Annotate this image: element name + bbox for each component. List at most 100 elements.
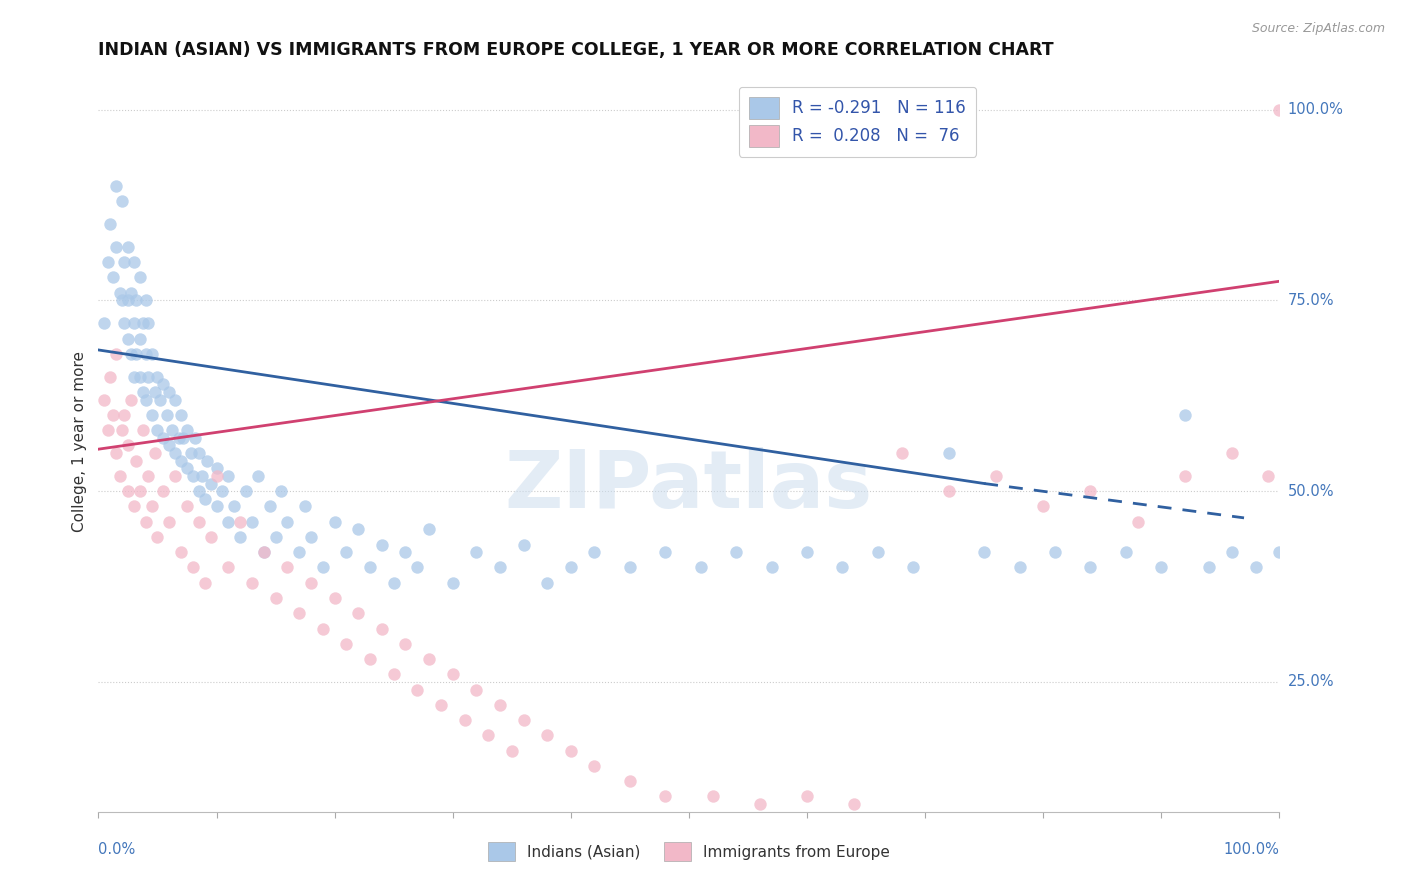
- Point: [132, 384, 155, 399]
- Point: [560, 744, 582, 758]
- Point: [406, 682, 429, 697]
- Point: [141, 408, 163, 422]
- Point: [844, 797, 866, 811]
- Point: [157, 438, 180, 452]
- Point: [97, 255, 120, 269]
- Point: [136, 316, 159, 330]
- Point: [98, 369, 121, 384]
- Point: [382, 575, 405, 590]
- Point: [1268, 545, 1291, 559]
- Point: [294, 500, 316, 514]
- Text: INDIAN (ASIAN) VS IMMIGRANTS FROM EUROPE COLLEGE, 1 YEAR OR MORE CORRELATION CHA: INDIAN (ASIAN) VS IMMIGRANTS FROM EUROPE…: [98, 41, 1054, 59]
- Point: [105, 347, 128, 361]
- Point: [170, 408, 193, 422]
- Point: [117, 331, 139, 345]
- Point: [1126, 515, 1149, 529]
- Point: [111, 194, 134, 208]
- Point: [761, 560, 783, 574]
- Point: [253, 545, 276, 559]
- Point: [1008, 560, 1031, 574]
- Point: [217, 469, 239, 483]
- Point: [205, 500, 228, 514]
- Point: [312, 622, 335, 636]
- Point: [1220, 545, 1243, 559]
- Point: [146, 369, 169, 384]
- Point: [229, 515, 252, 529]
- Point: [205, 469, 228, 483]
- Point: [441, 575, 464, 590]
- Point: [430, 698, 453, 712]
- Point: [323, 591, 346, 605]
- Point: [418, 522, 440, 536]
- Point: [125, 347, 148, 361]
- Point: [128, 369, 150, 384]
- Point: [536, 575, 558, 590]
- Point: [122, 255, 145, 269]
- Point: [235, 484, 257, 499]
- Point: [187, 484, 209, 499]
- Point: [465, 682, 488, 697]
- Point: [141, 500, 163, 514]
- Point: [167, 431, 190, 445]
- Point: [264, 591, 287, 605]
- Text: 0.0%: 0.0%: [98, 842, 135, 857]
- Point: [200, 530, 222, 544]
- Point: [689, 560, 711, 574]
- Point: [240, 515, 263, 529]
- Point: [136, 469, 159, 483]
- Point: [259, 500, 281, 514]
- Point: [1043, 545, 1066, 559]
- Point: [93, 392, 115, 407]
- Point: [512, 713, 534, 727]
- Point: [512, 538, 534, 552]
- Point: [276, 515, 298, 529]
- Point: [146, 530, 169, 544]
- Point: [132, 423, 155, 437]
- Point: [347, 607, 370, 621]
- Point: [181, 469, 204, 483]
- Point: [1244, 560, 1267, 574]
- Point: [359, 652, 381, 666]
- Point: [121, 347, 143, 361]
- Point: [135, 293, 157, 308]
- Point: [453, 713, 475, 727]
- Point: [224, 500, 246, 514]
- Point: [160, 423, 183, 437]
- Point: [143, 384, 166, 399]
- Point: [108, 469, 131, 483]
- Point: [105, 178, 128, 193]
- Point: [128, 484, 150, 499]
- Point: [217, 560, 239, 574]
- Point: [312, 560, 335, 574]
- Point: [122, 500, 145, 514]
- Point: [1115, 545, 1137, 559]
- Point: [406, 560, 429, 574]
- Point: [117, 293, 139, 308]
- Point: [347, 522, 370, 536]
- Point: [122, 369, 145, 384]
- Point: [165, 469, 187, 483]
- Point: [128, 331, 150, 345]
- Point: [288, 607, 311, 621]
- Point: [441, 667, 464, 681]
- Point: [121, 392, 143, 407]
- Point: [93, 316, 115, 330]
- Point: [536, 728, 558, 742]
- Point: [135, 392, 157, 407]
- Point: [194, 491, 217, 506]
- Point: [143, 446, 166, 460]
- Point: [141, 347, 163, 361]
- Point: [165, 446, 187, 460]
- Point: [276, 560, 298, 574]
- Point: [866, 545, 889, 559]
- Point: [299, 530, 322, 544]
- Point: [264, 530, 287, 544]
- Point: [152, 431, 174, 445]
- Point: [335, 637, 357, 651]
- Point: [583, 545, 606, 559]
- Point: [903, 560, 925, 574]
- Point: [217, 515, 239, 529]
- Point: [170, 545, 193, 559]
- Point: [180, 446, 202, 460]
- Point: [122, 316, 145, 330]
